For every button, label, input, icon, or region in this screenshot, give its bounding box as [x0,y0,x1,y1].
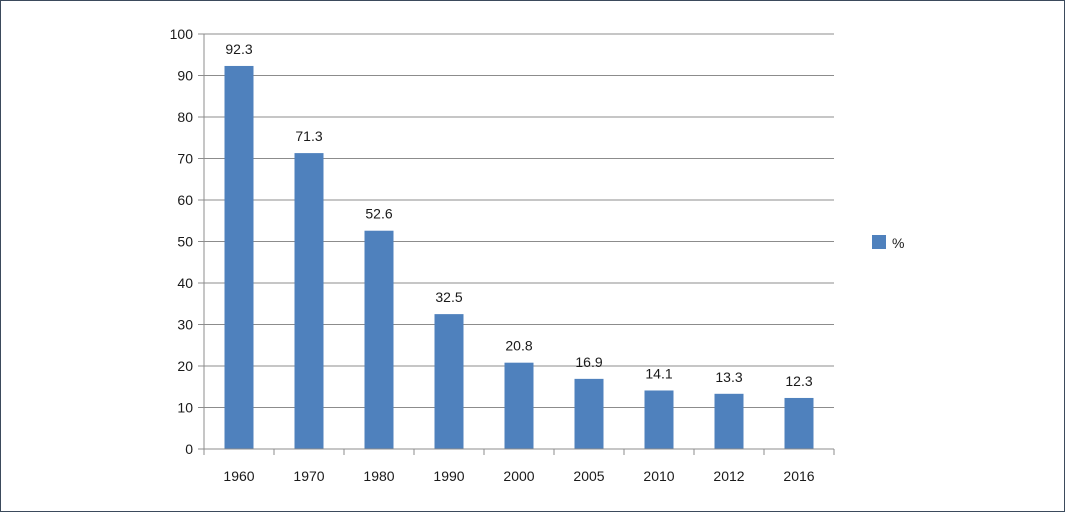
bar [644,390,674,449]
y-tick-label: 100 [170,26,194,42]
y-tick-label: 0 [185,441,193,457]
data-label: 20.8 [505,338,532,354]
data-label: 92.3 [225,41,252,57]
axes: 0 10 20 30 40 50 60 70 80 90 100 1960 1970 1980 1990 20… [170,26,835,484]
data-label: 13.3 [715,369,742,385]
bar [294,153,324,450]
y-tick-label: 50 [177,234,193,250]
y-tick-label: 90 [177,68,193,84]
bar [364,230,394,449]
data-label: 52.6 [365,206,392,222]
y-tick-label: 30 [177,317,193,333]
data-label: 16.9 [575,354,602,370]
y-tick-label: 10 [177,400,193,416]
bar [504,362,534,449]
bar [434,314,464,449]
data-label: 12.3 [785,373,812,389]
x-tick-label: 1980 [363,468,394,484]
y-tick-label: 70 [177,151,193,167]
y-tick-label: 60 [177,192,193,208]
bar [784,397,814,449]
x-tick-label: 1960 [223,468,254,484]
bar [574,378,604,449]
x-tick-label: 2016 [783,468,814,484]
data-label: 32.5 [435,289,462,305]
data-label: 71.3 [295,128,322,144]
x-tick-label: 2010 [643,468,674,484]
y-tick-label: 20 [177,358,193,374]
bar [224,65,254,449]
legend-swatch [872,235,886,249]
legend-label: % [892,235,904,251]
x-tick-label: 2012 [713,468,744,484]
x-tick-label: 1990 [433,468,464,484]
data-label: 14.1 [645,365,672,381]
x-tick-label: 2005 [573,468,604,484]
legend: % [872,235,904,251]
bars [224,65,814,450]
x-tick-label: 2000 [503,468,534,484]
x-tick-label: 1970 [293,468,324,484]
y-tick-label: 80 [177,109,193,125]
y-tick-label: 40 [177,275,193,291]
data-labels: 92.3 71.3 52.6 32.5 20.8 16.9 14.1 13.3 12.3 [225,41,812,389]
bar [714,393,744,449]
